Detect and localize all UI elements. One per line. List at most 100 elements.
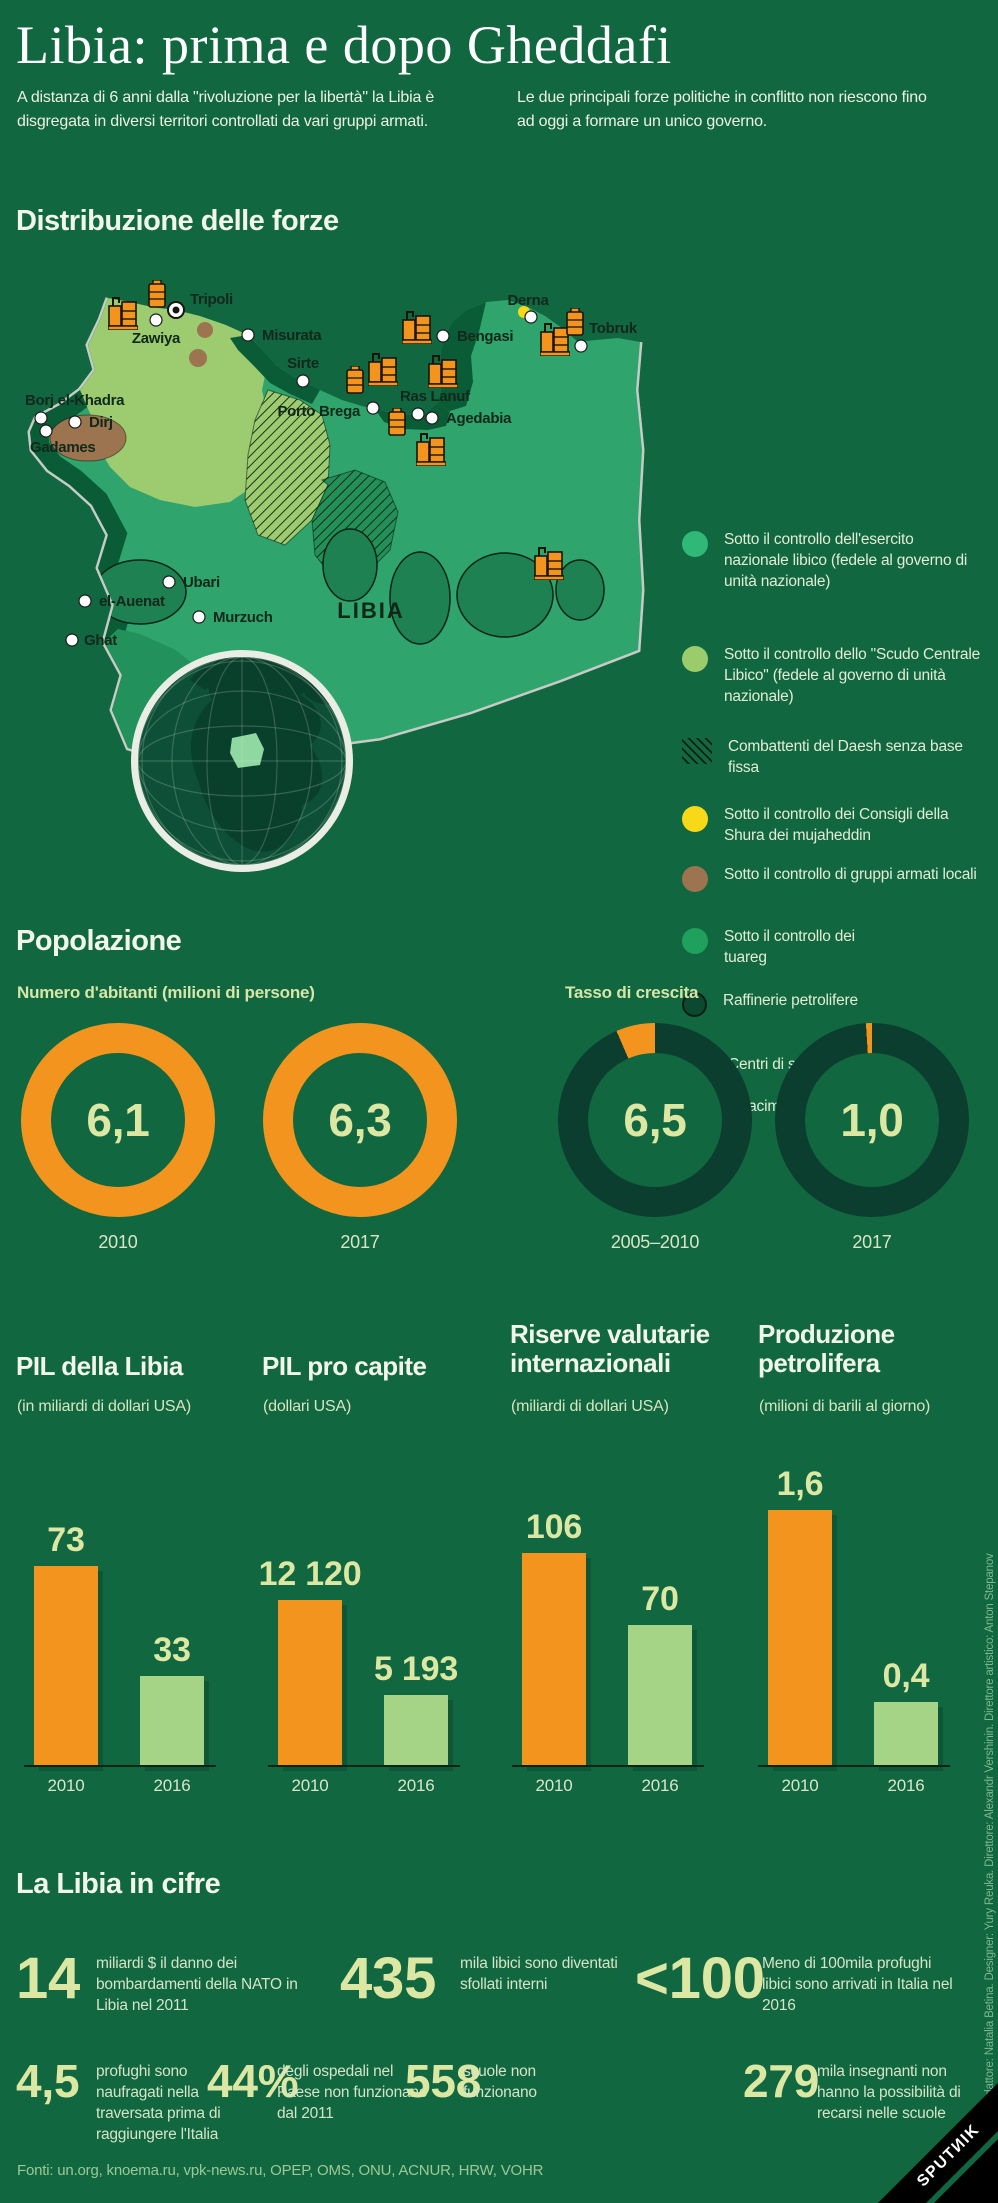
bar-year-label: 2010 xyxy=(535,1776,573,1795)
sources-line: Fonti: un.org, knoema.ru, vpk-news.ru, O… xyxy=(17,2162,544,2179)
population-right-subtitle: Tasso di crescita xyxy=(565,983,699,1002)
legend-label: Sotto il controllo dei Consigli della Sh… xyxy=(724,806,949,844)
map-section-title: Distribuzione delle forze xyxy=(16,205,339,237)
population-left-subtitle: Numero d'abitanti (milioni di persone) xyxy=(17,983,315,1002)
bar-value-label: 33 xyxy=(153,1631,191,1669)
donut-year: 2005–2010 xyxy=(610,1232,700,1252)
region-brown-dirj xyxy=(49,414,127,462)
chart-baseline xyxy=(268,1765,460,1767)
legend-label: Sotto il controllo di gruppi armati loca… xyxy=(724,866,977,883)
bar-column: 70 2016 xyxy=(628,1580,692,1795)
bar-column: 0,4 2016 xyxy=(874,1657,938,1795)
city-label: Derna xyxy=(507,292,549,309)
chart-baseline xyxy=(512,1765,704,1767)
stat-text: scuole non funzionano xyxy=(463,2063,537,2101)
chart-subtitle: (dollari USA) xyxy=(263,1398,352,1415)
city-label: Murzuch xyxy=(213,609,273,626)
oil-barrel-icon xyxy=(148,280,166,308)
bar-value-label: 106 xyxy=(525,1508,583,1546)
oil-blob xyxy=(456,552,554,638)
donut-value: 6,3 xyxy=(328,1094,392,1146)
city-label: Dirj xyxy=(89,414,113,431)
bar-value-label: 5 193 xyxy=(373,1650,459,1688)
oil-storage-icon xyxy=(540,323,570,356)
city-dot xyxy=(149,313,163,327)
city-dot xyxy=(34,411,48,425)
tuareg-green-circle-icon xyxy=(682,928,708,954)
brown-circle-icon xyxy=(682,866,708,892)
oil-blob xyxy=(389,551,451,645)
city-label: Agedabia xyxy=(446,410,512,427)
legend-item: Sotto il controllo di gruppi armati loca… xyxy=(682,865,982,892)
bar-2010 xyxy=(522,1553,586,1766)
donut-growth-2005-2010: 6,5 xyxy=(558,1023,752,1217)
refinery-circle-icon xyxy=(682,992,707,1017)
bar-column: 73 2010 xyxy=(34,1521,98,1795)
city-markers: Tripoli Zawiya Misurata Sirte Porto Breg… xyxy=(25,291,638,649)
city-label: Porto Brega xyxy=(277,403,361,420)
city-label: Zawiya xyxy=(132,330,181,347)
intro-right: Le due principali forze politiche in con… xyxy=(517,89,927,130)
bar-year-label: 2016 xyxy=(397,1776,435,1795)
oil-storage-icon xyxy=(534,547,564,580)
stat-text: mila libici sono diventati sfollati inte… xyxy=(460,1955,618,1993)
legend-item: Combattenti del Daesh senza base fissa xyxy=(682,737,982,779)
donut-growth-2017: 1,0 xyxy=(775,1023,969,1217)
chart-title-produzione: Produzione petrolifera xyxy=(758,1319,895,1379)
legend-item: Sotto il controllo dello "Scudo Centrale… xyxy=(682,645,982,708)
city-label: Gadames xyxy=(30,439,95,456)
libya-map: LIBIA xyxy=(25,280,645,872)
city-label: Bengasi xyxy=(457,328,513,345)
city-dot xyxy=(162,575,176,589)
stat-value: 558 xyxy=(405,2055,482,2107)
oil-blob xyxy=(34,531,62,565)
city-dot xyxy=(68,415,82,429)
stat-text: Meno di 100mila profughi libici sono arr… xyxy=(762,1955,953,2014)
legend-item: Sotto il controllo dell'esercito naziona… xyxy=(682,530,982,593)
chart-subtitle: (miliardi di dollari USA) xyxy=(511,1398,669,1415)
oil-storage-icon xyxy=(428,355,458,388)
donut-year: 2017 xyxy=(852,1232,892,1252)
donut-value: 6,1 xyxy=(86,1094,150,1146)
stat-text: profughi sono naufragati nella traversat… xyxy=(96,2063,221,2143)
city-dot xyxy=(366,401,380,415)
city-dot xyxy=(574,339,588,353)
city-dot xyxy=(436,329,450,343)
stat-value: 4,5 xyxy=(16,2055,80,2107)
city-label: Ras Lanuf xyxy=(400,388,471,405)
bar-column: 1,6 2010 xyxy=(768,1465,832,1795)
stat-value: 435 xyxy=(340,1946,437,2011)
region-coast-dark xyxy=(230,335,320,404)
bar-column: 5 193 2016 xyxy=(374,1650,458,1795)
oil-barrel-icon xyxy=(346,366,364,394)
stat-value: 44% xyxy=(207,2055,299,2107)
city-label: el-Auenat xyxy=(99,593,165,610)
stat-text: miliardi $ il danno dei bombardamenti de… xyxy=(96,1955,298,2014)
chart-subtitle: (milioni di barili al giorno) xyxy=(759,1398,931,1415)
country-label: LIBIA xyxy=(337,598,404,623)
city-label: Sirte xyxy=(287,355,319,372)
stat-text: degli ospedali nel Paese non funzionano … xyxy=(277,2063,428,2122)
city-dot xyxy=(65,633,79,647)
city-label: Borj el-Khadra xyxy=(25,392,125,409)
sputnik-logo: SPUTИIK xyxy=(848,2053,998,2203)
bar-value-label: 73 xyxy=(47,1521,85,1559)
legend-item: Sotto il controllo dei tuareg xyxy=(682,927,982,969)
bar-value-label: 1,6 xyxy=(776,1465,824,1503)
stat-value: <100 xyxy=(635,1946,765,2011)
yellow-circle-icon xyxy=(682,806,708,832)
bar-2016 xyxy=(384,1695,448,1766)
oil-barrel-icon xyxy=(566,308,584,336)
oil-barrel-icon xyxy=(388,408,406,436)
legend-label: Sotto il controllo dell'esercito naziona… xyxy=(724,531,968,590)
region-brown-tripoli-1 xyxy=(197,322,213,338)
bar-2010 xyxy=(768,1510,832,1766)
donut-value: 6,5 xyxy=(623,1094,687,1146)
bar-2016 xyxy=(140,1676,204,1766)
chart-subtitle: (in miliardi di dollari USA) xyxy=(17,1398,192,1415)
donut-year: 2010 xyxy=(98,1232,138,1252)
city-dot xyxy=(78,594,92,608)
bar-year-label: 2016 xyxy=(153,1776,191,1795)
bar-2010 xyxy=(278,1600,342,1766)
figures-section-title: La Libia in cifre xyxy=(16,1868,221,1900)
